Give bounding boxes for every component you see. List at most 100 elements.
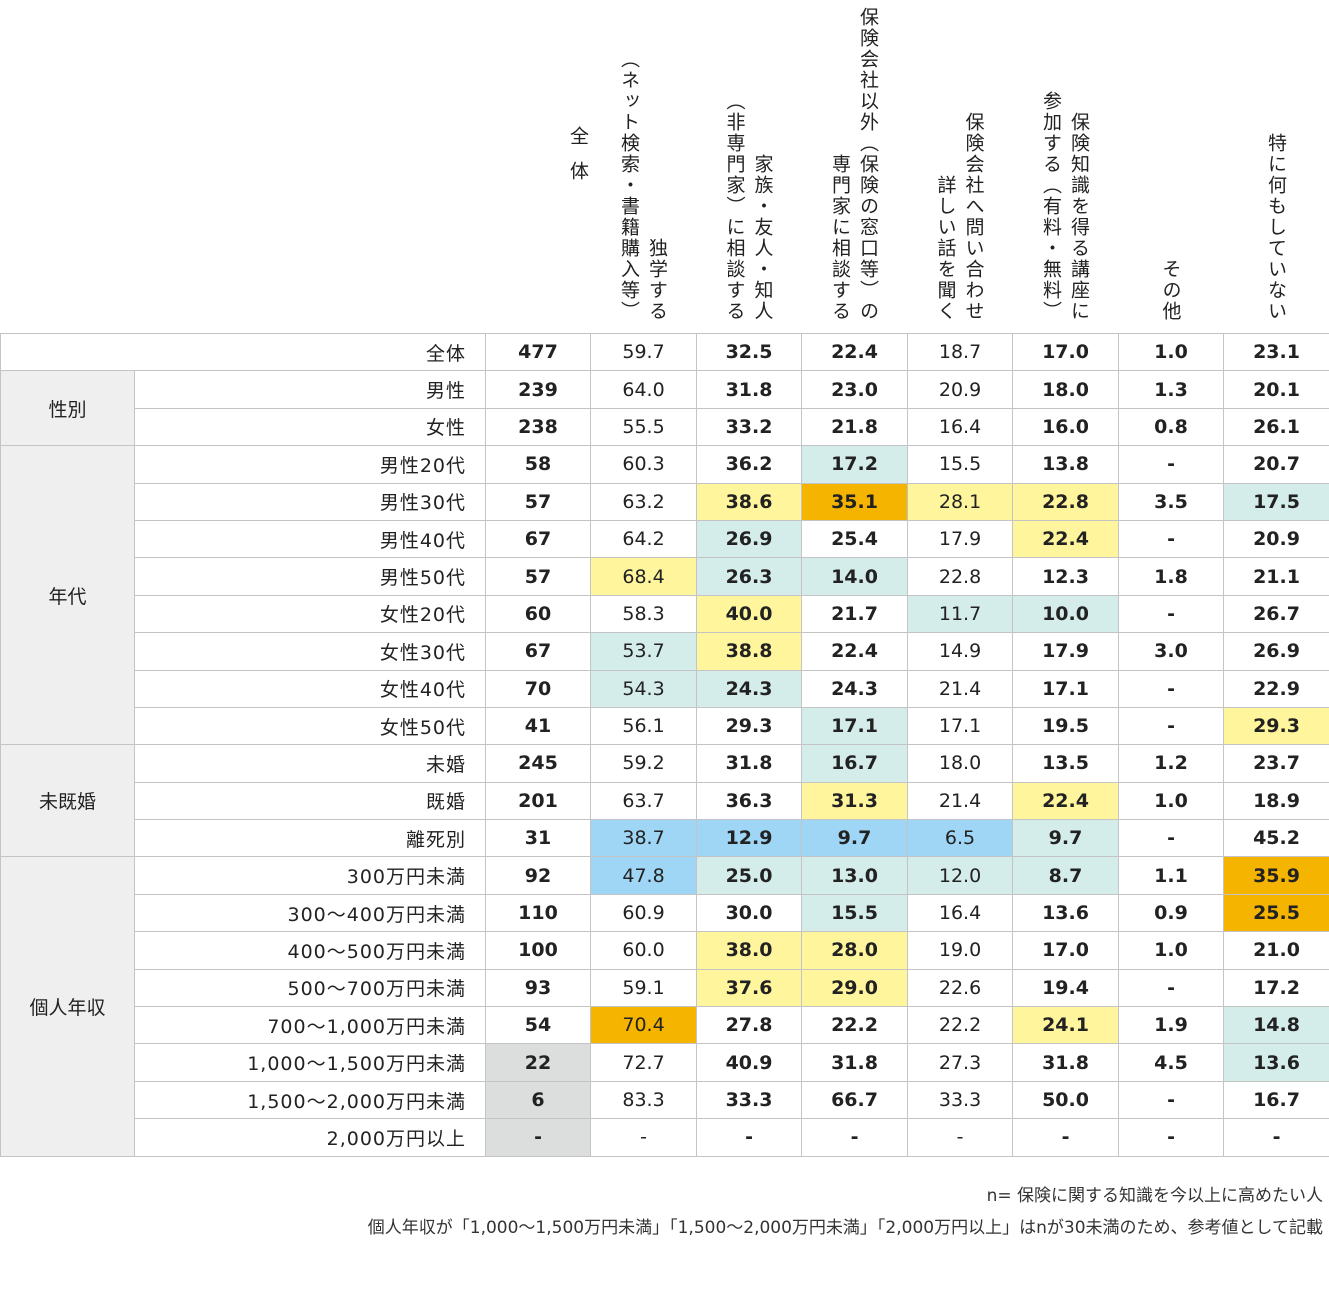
value-cell: 60.0 (590, 931, 698, 970)
value-cell: 27.3 (907, 1043, 1014, 1082)
sample-size-cell: 22 (485, 1043, 592, 1082)
sample-size-cell: 110 (485, 893, 592, 933)
value-cell: 38.6 (696, 482, 803, 521)
value-cell: 33.3 (907, 1080, 1014, 1120)
value-cell: 58.3 (590, 594, 698, 634)
crosstab-table: 全体 477 59.7 32.5 22.4 18.7 17.0 1.0 23.1 性別 男性 239 6… (0, 332, 1329, 1157)
value-cell: 17.1 (907, 706, 1014, 746)
value-cell: 26.3 (696, 557, 803, 596)
row-label: 女性20代 (133, 594, 487, 634)
table-row: 500〜700万円未満 93 59.1 37.6 29.0 22.6 19.4-17.2 (1, 968, 1329, 1008)
value-cell: 21.0 (1223, 931, 1329, 970)
column-header-expert: 保険会社以外（保険の窓口等）の 専門家に相談する (801, 0, 907, 322)
value-cell: - (696, 1118, 803, 1157)
table-row: 既婚 201 63.7 36.3 31.3 21.4 22.4 1.0 18.9 (1, 781, 1329, 821)
value-cell: 15.5 (907, 445, 1014, 484)
row-label: 1,000〜1,500万円未満 (133, 1043, 487, 1082)
value-cell: 13.0 (801, 856, 909, 895)
value-cell: 36.3 (696, 781, 803, 821)
sample-size-cell: 239 (485, 370, 592, 409)
row-label: 男性40代 (133, 519, 487, 559)
value-cell: 40.9 (696, 1043, 803, 1082)
value-cell: 53.7 (590, 632, 698, 671)
value-cell: 4.5 (1118, 1043, 1225, 1082)
value-cell: 21.1 (1223, 557, 1329, 596)
value-cell: 20.9 (907, 370, 1014, 409)
sample-size-cell: - (485, 1118, 592, 1157)
value-cell: 23.1 (1223, 332, 1329, 372)
table-row: 女性30代 67 53.7 38.8 22.4 14.9 17.9 3.0 26.9 (1, 632, 1329, 671)
sample-size-cell: 93 (485, 968, 592, 1008)
value-cell: 37.6 (696, 968, 803, 1008)
row-label: 男性50代 (133, 557, 487, 596)
table-row: 1,000〜1,500万円未満 22 72.7 40.9 31.8 27.3 31.8 4.5… (1, 1043, 1329, 1082)
value-cell: 18.7 (907, 332, 1014, 372)
sample-size-cell: 58 (485, 445, 592, 484)
value-cell: 9.7 (1012, 819, 1120, 858)
value-cell: - (1118, 669, 1225, 708)
table-row: 女性 238 55.5 33.2 21.8 16.4 16.0 0.8 26.1 (1, 407, 1329, 447)
value-cell: - (1118, 1080, 1225, 1120)
value-cell: 22.9 (1223, 669, 1329, 708)
value-cell: 26.9 (696, 519, 803, 559)
value-cell: 23.0 (801, 370, 909, 409)
table-row: 400〜500万円未満 100 60.0 38.0 28.0 19.0 17.0 1.0 21.… (1, 931, 1329, 970)
row-label: 1,500〜2,000万円未満 (133, 1080, 487, 1120)
value-cell: 20.7 (1223, 445, 1329, 484)
table-row: 女性50代 41 56.1 29.3 17.1 17.1 19.5-29.3 (1, 706, 1329, 746)
row-label: 700〜1,000万円未満 (133, 1006, 487, 1045)
value-cell: 25.4 (801, 519, 909, 559)
value-cell: 16.0 (1012, 407, 1120, 447)
value-cell: 59.2 (590, 744, 698, 783)
value-cell: 1.8 (1118, 557, 1225, 596)
value-cell: 63.7 (590, 781, 698, 821)
column-header-seminar: 保険知識を得る講座に 参加する（有料・無料） (1012, 0, 1118, 322)
value-cell: 17.2 (801, 445, 909, 484)
row-label: 400〜500万円未満 (133, 931, 487, 970)
value-cell: 54.3 (590, 669, 698, 708)
value-cell: 18.0 (907, 744, 1014, 783)
value-cell: 31.8 (801, 1043, 909, 1082)
value-cell: 13.6 (1223, 1043, 1329, 1082)
column-header-n: 全体 (485, 0, 590, 322)
column-header-line: 保険会社へ問い合わせ (962, 112, 985, 322)
value-cell: 38.0 (696, 931, 803, 970)
value-cell: 23.7 (1223, 744, 1329, 783)
value-cell: 19.5 (1012, 706, 1120, 746)
value-cell: 22.4 (801, 632, 909, 671)
value-cell: - (590, 1118, 698, 1157)
value-cell: 12.9 (696, 819, 803, 858)
value-cell: - (801, 1118, 909, 1157)
value-cell: 22.6 (907, 968, 1014, 1008)
value-cell: 28.1 (907, 482, 1014, 521)
row-label: 女性50代 (133, 706, 487, 746)
table-row: 全体 477 59.7 32.5 22.4 18.7 17.0 1.0 23.1 (0, 332, 1329, 372)
value-cell: 8.7 (1012, 856, 1120, 895)
column-header-line: 保険会社以外（保険の窓口等）の (857, 7, 879, 322)
column-header-line: 保険知識を得る講座に (1068, 112, 1090, 322)
value-cell: 16.7 (801, 744, 909, 783)
value-cell: 25.5 (1223, 893, 1329, 933)
table-row: 個人年収 300万円未満 92 47.8 25.0 13.0 12.0 8.7 1.1 35.9 (0, 856, 1329, 1157)
value-cell: 1.3 (1118, 370, 1225, 409)
table-row: 1,500〜2,000万円未満 6 83.3 33.3 66.7 33.3 50.0-16.… (1, 1080, 1329, 1120)
value-cell: 21.4 (907, 781, 1014, 821)
value-cell: 17.5 (1223, 482, 1329, 521)
group-label: 年代 (0, 445, 135, 746)
value-cell: - (1118, 706, 1225, 746)
value-cell: 45.2 (1223, 819, 1329, 858)
value-cell: 14.0 (801, 557, 909, 596)
value-cell: 31.8 (696, 744, 803, 783)
value-cell: 22.8 (1012, 482, 1120, 521)
table-row: 男性40代 67 64.2 26.9 25.4 17.9 22.4-20.9 (1, 519, 1329, 559)
value-cell: 17.1 (801, 706, 909, 746)
row-label: 男性20代 (133, 445, 487, 484)
value-cell: 27.8 (696, 1006, 803, 1045)
value-cell: 22.4 (1012, 781, 1120, 821)
value-cell: 11.7 (907, 594, 1014, 634)
sample-size-cell: 57 (485, 557, 592, 596)
value-cell: 17.0 (1012, 332, 1120, 372)
column-header-line: （非専門家）に相談する (723, 91, 746, 322)
value-cell: 24.3 (801, 669, 909, 708)
row-label: 女性 (133, 407, 487, 447)
